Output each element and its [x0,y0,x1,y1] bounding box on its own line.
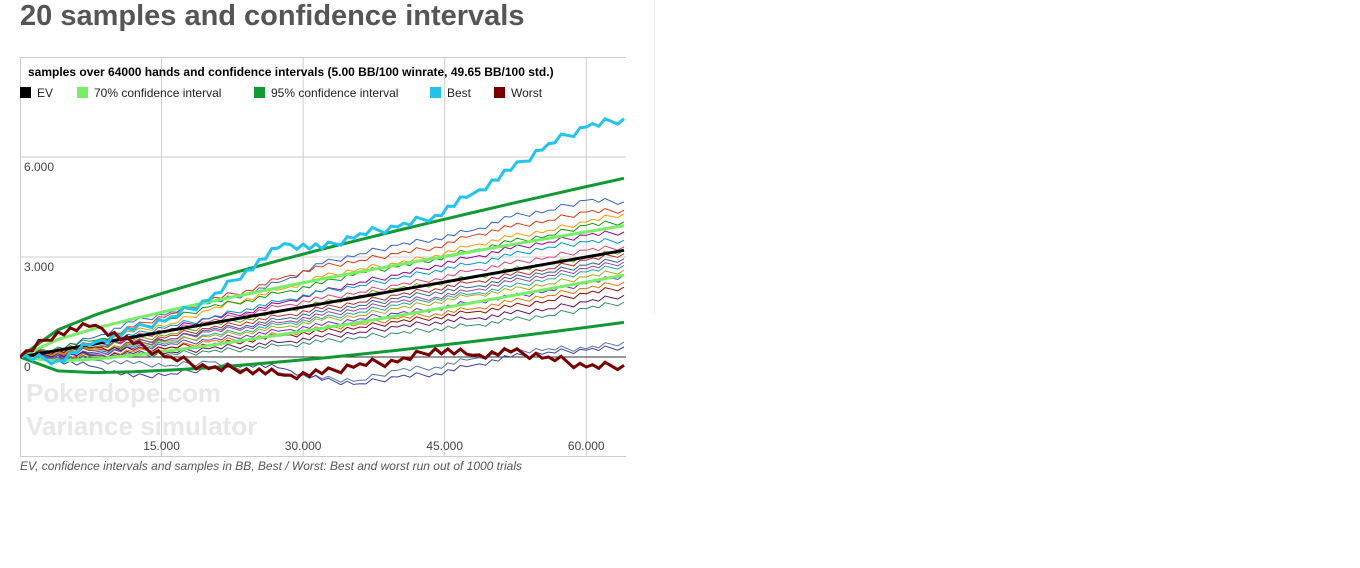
legend-item-1: 70% confidence interval [77,86,221,100]
legend-item-4: Worst [494,86,543,100]
variance-chart: Pokerdope.com Variance simulator 15.000 3… [20,57,626,457]
series-lines [20,116,625,386]
page-title: 20 samples and confidence intervals [20,0,525,32]
y-tick-label-1: 3.000 [24,260,54,274]
chart-caption: EV, confidence intervals and samples in … [20,459,523,473]
y-tick-label-2: 6.000 [24,160,54,174]
sample-line-11 [20,261,625,358]
sample-line-7 [20,245,625,358]
legend-swatch-4 [494,87,505,98]
legend-label-4: Worst [511,86,543,100]
sample-line-19 [20,341,625,383]
sample-line-16 [20,286,625,358]
legend-label-0: EV [37,86,53,100]
sample-line-1 [20,197,625,358]
chart-canvas: Pokerdope.com Variance simulator 15.000 3… [20,57,626,457]
watermark-line-2: Variance simulator [26,411,257,441]
panel-divider [646,0,655,314]
legend-swatch-0 [20,87,31,98]
chart-title: samples over 64000 hands and confidence … [28,65,554,79]
x-tick-label-1: 30.000 [285,439,322,453]
legend-swatch-2 [254,87,265,98]
worst-line [20,321,625,381]
ci95-lower-line [20,320,625,375]
y-tick-label-0: 0 [24,360,31,374]
axis-labels: 15.000 30.000 45.000 60.000 0 3.000 6.000 [24,160,605,453]
ci70-upper-line [20,224,625,359]
legend-swatch-1 [77,87,88,98]
watermark-line-1: Pokerdope.com [26,378,221,408]
legend-item-0: EV [20,86,53,100]
x-tick-label-3: 60.000 [568,439,605,453]
watermark: Pokerdope.com Variance simulator [26,378,257,441]
x-tick-label-0: 15.000 [143,439,180,453]
legend-item-2: 95% confidence interval [254,86,398,100]
sample-line-10 [20,258,625,361]
legend: EV 70% confidence interval 95% confidence … [20,86,543,100]
legend-label-3: Best [447,86,472,100]
legend-item-3: Best [430,86,472,100]
best-line [20,116,625,366]
legend-label-1: 70% confidence interval [94,86,221,100]
sample-line-13 [20,269,625,358]
legend-swatch-3 [430,87,441,98]
x-tick-label-2: 45.000 [426,439,463,453]
ci70-lower-line [20,273,625,363]
legend-label-2: 95% confidence interval [271,86,398,100]
